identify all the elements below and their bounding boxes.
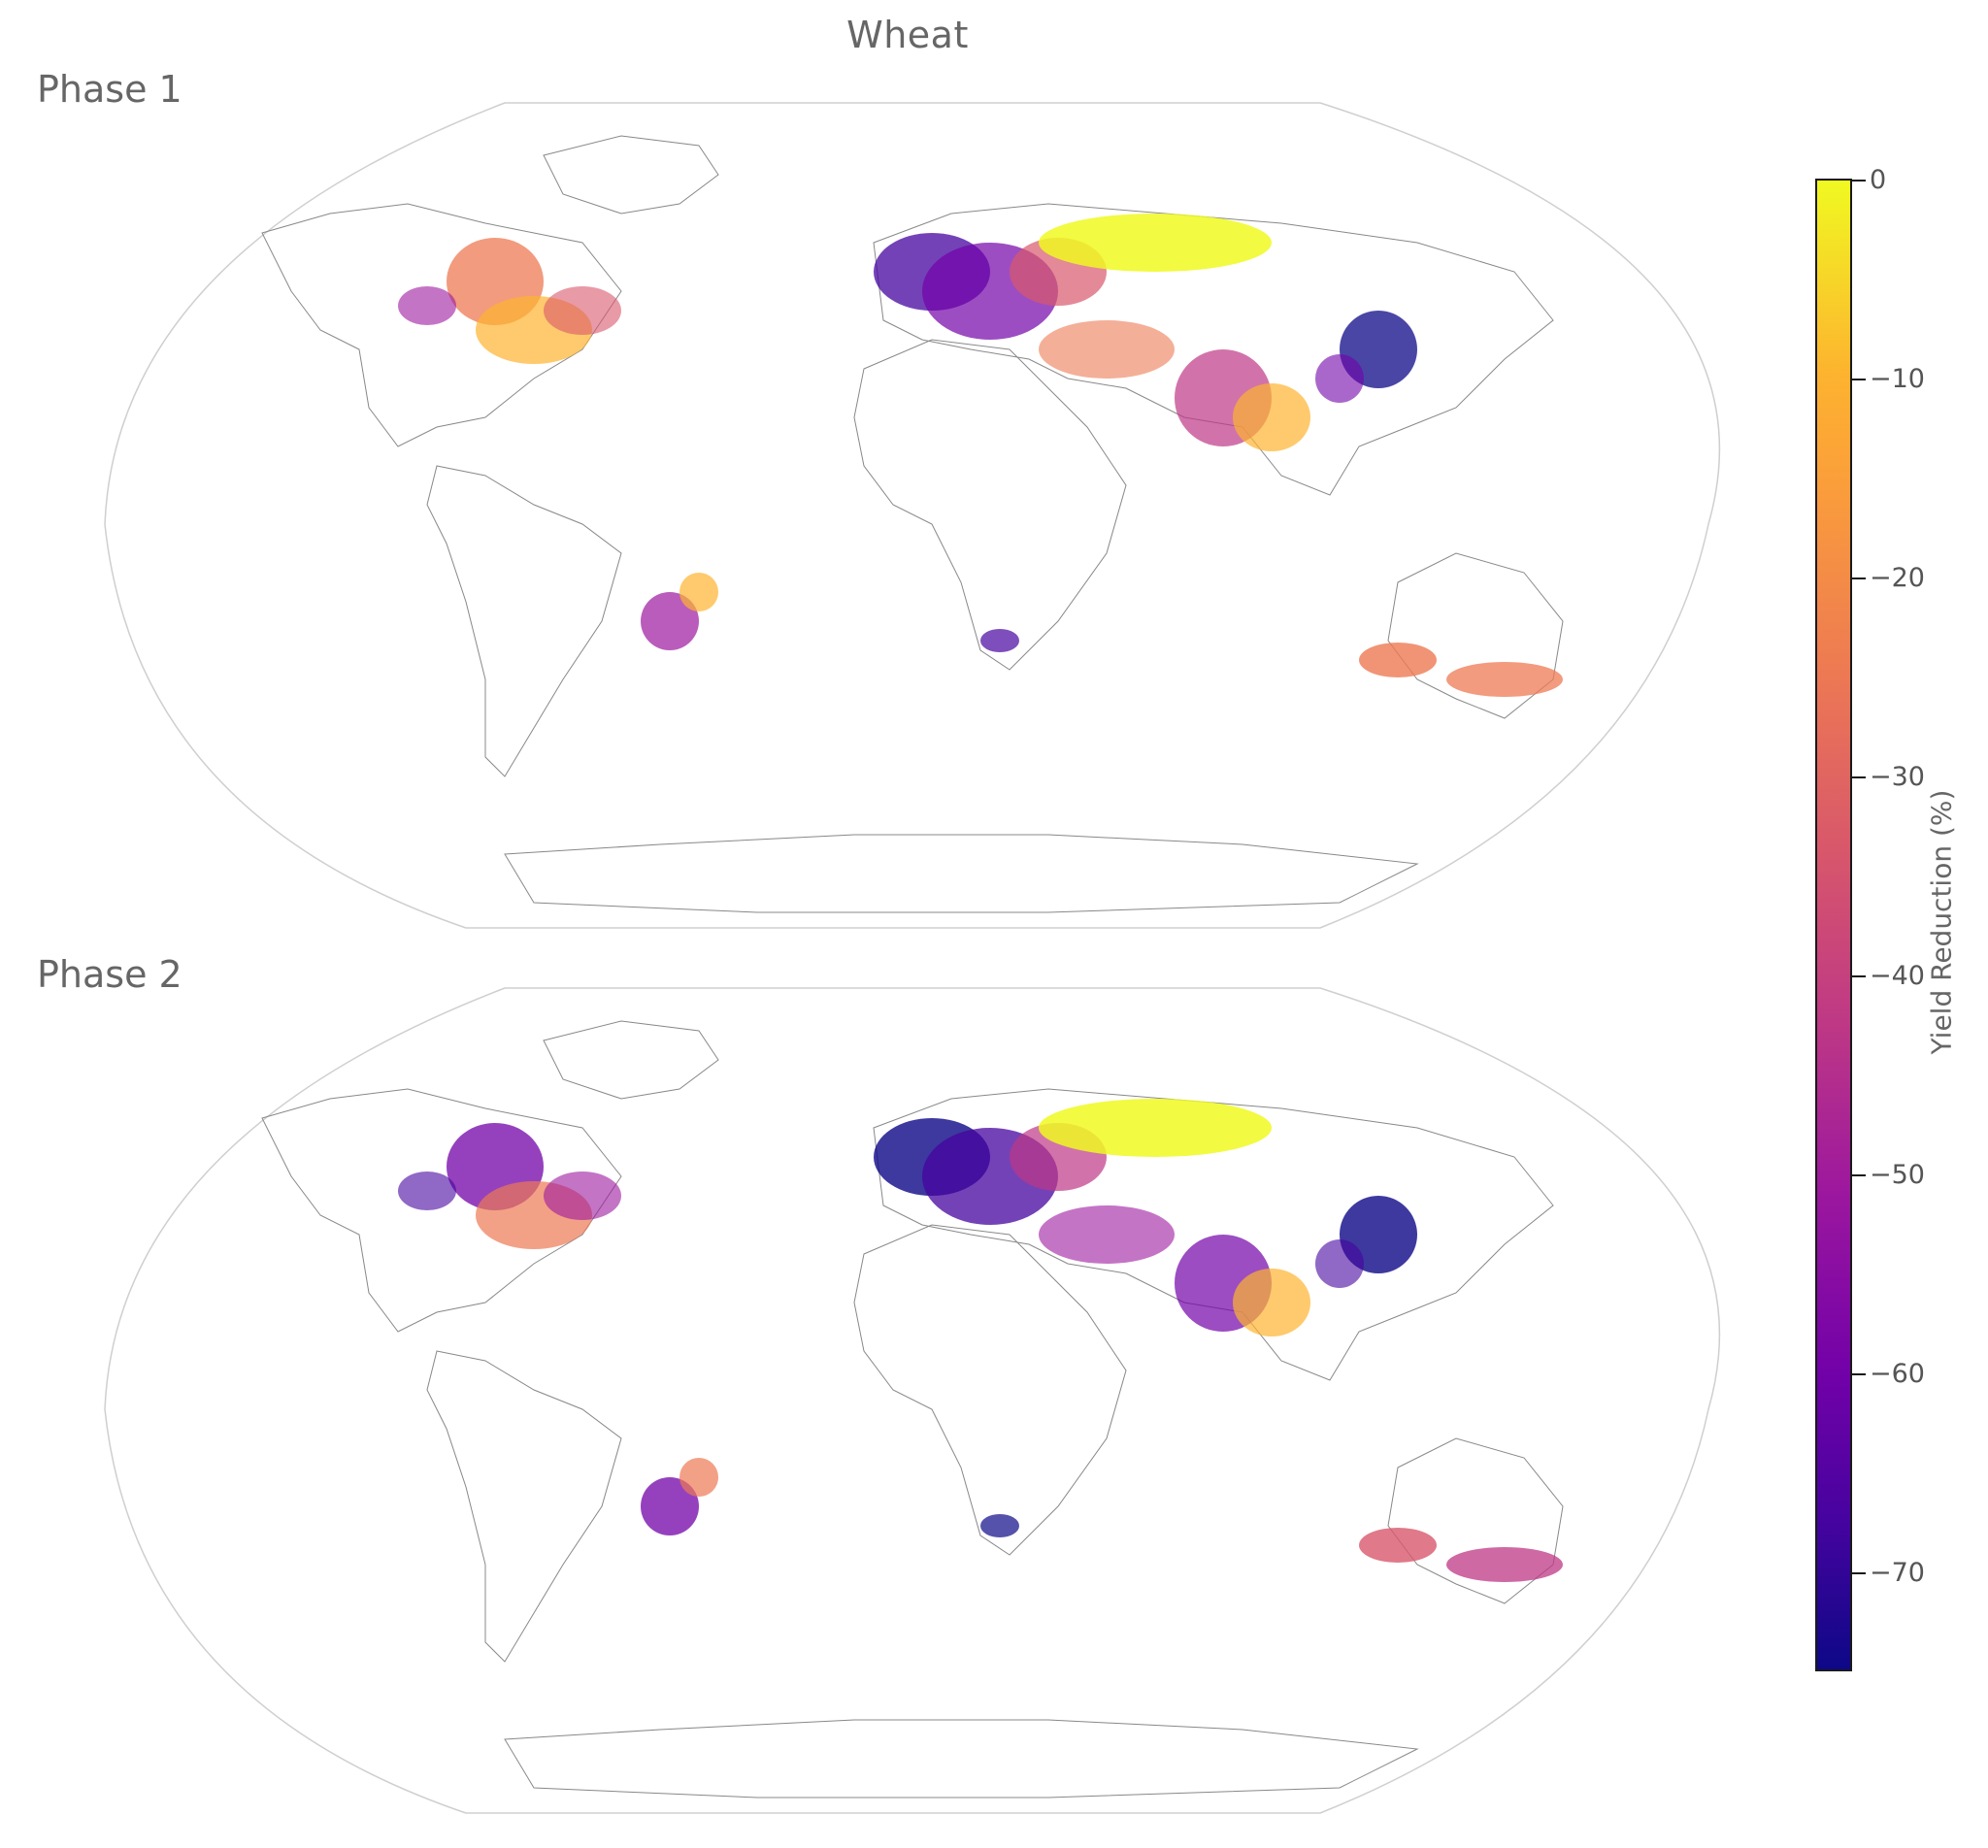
yield-heatmap-phase-2: [398, 1099, 1563, 1582]
colorbar-tick: [1852, 975, 1866, 977]
colorbar-label: Yield Reduction (%): [1925, 789, 1958, 1055]
panel-label-phase-2: Phase 2: [37, 953, 182, 996]
colorbar-tick: [1852, 1373, 1866, 1375]
colorbar-tick-label: −20: [1870, 563, 1925, 593]
colorbar-tick: [1852, 180, 1866, 182]
map-frame: [104, 987, 1721, 1814]
land-outlines: [261, 1020, 1564, 1798]
colorbar-tick-label: −50: [1870, 1160, 1925, 1190]
map-phase-1: [104, 102, 1721, 929]
map-frame: [104, 102, 1721, 929]
yield-heatmap-phase-1: [398, 214, 1563, 697]
colorbar-tick-label: 0: [1870, 165, 1887, 195]
land-outlines: [261, 135, 1564, 913]
colorbar-tick-label: −10: [1870, 364, 1925, 394]
colorbar-tick: [1852, 578, 1866, 579]
colorbar-tick: [1852, 1572, 1866, 1574]
figure-title: Wheat: [846, 14, 969, 56]
map-phase-2: [104, 987, 1721, 1814]
colorbar: [1815, 179, 1852, 1671]
colorbar-tick: [1852, 776, 1866, 778]
colorbar-tick: [1852, 1174, 1866, 1176]
colorbar-tick: [1852, 379, 1866, 380]
colorbar-tick-label: −70: [1870, 1558, 1925, 1588]
colorbar-tick-label: −30: [1870, 762, 1925, 792]
colorbar-tick-label: −60: [1870, 1359, 1925, 1389]
colorbar-tick-label: −40: [1870, 961, 1925, 991]
panel-label-phase-1: Phase 1: [37, 68, 182, 111]
